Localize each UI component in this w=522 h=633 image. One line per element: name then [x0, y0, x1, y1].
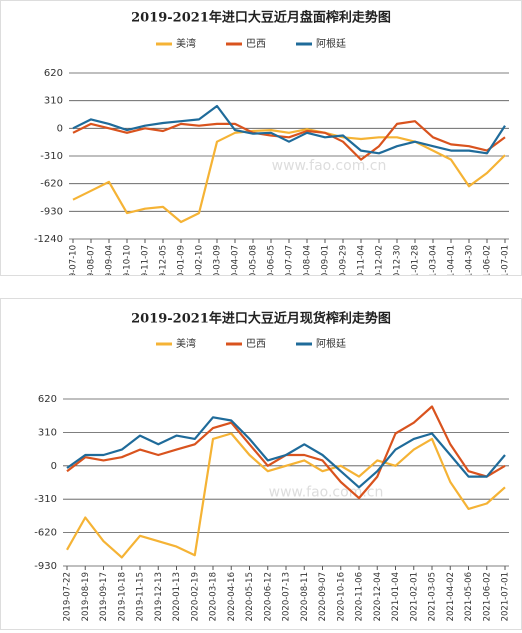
x-tick-label: 2021-03-04: [429, 245, 439, 275]
x-tick-label: 2020-07-13: [282, 572, 292, 621]
chart-title: 2019-2021年进口大豆近月盘面榨利走势图: [131, 10, 391, 26]
watermark: www.fao.com.cn: [272, 158, 387, 174]
y-tick-label: -1240: [34, 234, 63, 245]
x-tick-label: 2020-01-13: [172, 572, 182, 621]
x-tick-label: 2020-02-10: [195, 245, 205, 275]
x-tick-label: 2020-12-30: [393, 245, 403, 275]
x-tick-label: 2020-02-19: [190, 572, 200, 621]
x-tick-label: 2019-08-07: [87, 245, 97, 275]
x-tick-label: 2019-07-10: [69, 245, 79, 275]
chart-card: 2019-2021年进口大豆近月现货榨利走势图 www.fao.com.cn 美湾 巴…: [0, 298, 522, 630]
legend-label: 巴西: [246, 338, 266, 350]
x-tick-label: 2020-08-04: [303, 245, 313, 275]
y-tick-label: -930: [34, 561, 57, 572]
x-tick-label: 2020-03-18: [209, 572, 219, 621]
x-tick-label: 2020-11-04: [357, 245, 367, 275]
series-line: [72, 104, 506, 155]
x-tick-label: 2020-10-16: [336, 572, 346, 621]
y-tick-label: 0: [51, 461, 57, 472]
x-tick-label: 2020-04-07: [231, 245, 241, 275]
x-tick-label: 2019-08-19: [81, 572, 91, 621]
y-tick-label: -620: [40, 179, 63, 190]
x-tick-label: 2019-09-17: [99, 572, 109, 621]
x-tick-label: 2020-12-02: [375, 245, 385, 275]
x-tick-label: 2020-01-09: [177, 245, 187, 275]
legend-label: 巴西: [246, 38, 266, 50]
x-tick-label: 2020-05-15: [245, 572, 255, 621]
x-tick-label: 2019-10-18: [117, 572, 127, 621]
x-tick-label: 2019-12-05: [159, 245, 169, 275]
x-tick-label: 2019-10-10: [123, 245, 133, 275]
x-tick-label: 2021-02-01: [409, 572, 419, 621]
chart-title: 2019-2021年进口大豆近月现货榨利走势图: [131, 311, 391, 327]
y-tick-label: -310: [34, 494, 57, 505]
x-tick-label: 2021-03-05: [428, 572, 438, 621]
x-tick-label: 2020-06-05: [267, 245, 277, 275]
x-tick-label: 2021-07-01: [501, 572, 511, 621]
y-tick-label: 310: [44, 96, 63, 107]
y-tick-label: -620: [34, 528, 57, 539]
x-tick-label: 2020-05-08: [249, 245, 259, 275]
y-tick-label: 620: [44, 68, 63, 79]
series-line: [66, 432, 506, 559]
legend-label: 阿根廷: [316, 37, 346, 50]
x-tick-label: 2021-06-02: [483, 245, 493, 275]
series-line: [66, 416, 506, 489]
watermark: www.fao.com.cn: [269, 485, 384, 501]
chart: 2019-2021年进口大豆近月现货榨利走势图 www.fao.com.cn 美湾 巴…: [34, 311, 511, 622]
y-tick-label: -930: [40, 206, 63, 217]
chart-card: 2019-2021年进口大豆近月盘面榨利走势图 www.fao.com.cn 美湾 巴…: [0, 0, 522, 295]
chart: 2019-2021年进口大豆近月盘面榨利走势图 www.fao.com.cn 美湾 巴…: [34, 10, 511, 295]
y-tick-label: 620: [38, 394, 57, 405]
x-tick-label: 2020-09-29: [339, 245, 349, 275]
legend-label: 美湾: [176, 337, 196, 350]
x-tick-label: 2020-03-09: [213, 245, 223, 275]
y-tick-label: 0: [57, 123, 63, 134]
x-tick-label: 2020-11-06: [355, 572, 365, 621]
x-tick-label: 2021-01-28: [411, 245, 421, 275]
x-tick-label: 2019-09-04: [105, 245, 115, 275]
x-tick-label: 2019-11-15: [136, 572, 146, 621]
x-tick-label: 2021-04-01: [447, 245, 457, 275]
x-tick-label: 2020-09-01: [321, 245, 331, 275]
y-tick-label: 310: [38, 427, 57, 438]
series-line: [72, 120, 506, 161]
legend-label: 阿根廷: [316, 337, 346, 350]
x-tick-label: 2021-07-01: [501, 245, 511, 275]
x-tick-label: 2020-07-07: [285, 245, 295, 275]
x-tick-label: 2020-08-11: [300, 572, 310, 621]
x-tick-label: 2019-07-22: [63, 572, 73, 621]
x-tick-label: 2021-06-02: [482, 572, 492, 621]
series-line: [72, 128, 506, 224]
x-tick-label: 2019-12-13: [154, 572, 164, 621]
x-tick-label: 2021-04-30: [465, 245, 475, 275]
x-tick-label: 2019-11-07: [141, 245, 151, 275]
x-tick-label: 2021-04-02: [446, 572, 456, 621]
x-tick-label: 2021-01-04: [391, 572, 401, 621]
y-tick-label: -310: [40, 151, 63, 162]
x-tick-label: 2021-05-06: [464, 572, 474, 621]
x-tick-label: 2020-06-12: [263, 572, 273, 621]
x-tick-label: 2020-12-04: [373, 572, 383, 621]
x-tick-label: 2020-09-07: [318, 572, 328, 621]
legend-label: 美湾: [176, 37, 196, 50]
x-tick-label: 2020-04-16: [227, 572, 237, 621]
